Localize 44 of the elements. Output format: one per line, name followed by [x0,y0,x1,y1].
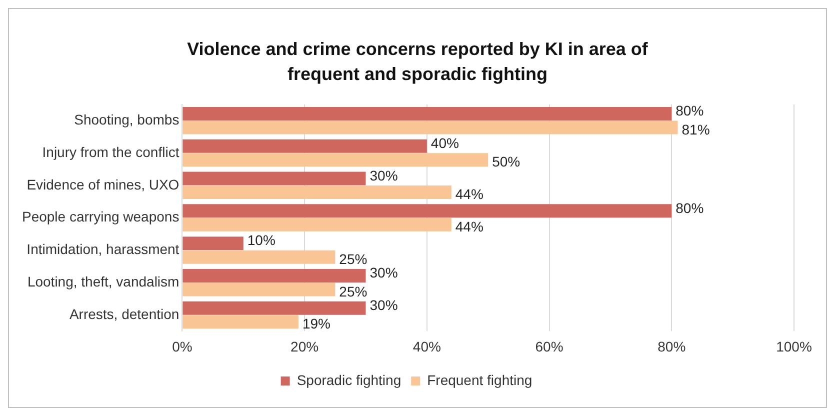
data-label: 25% [339,283,368,300]
x-tick-label: 20% [290,338,319,354]
data-label: 44% [455,218,484,235]
y-tick-label: Evidence of mines, UXO [26,176,180,192]
x-tick-label: 40% [412,338,441,354]
data-label: 10% [247,232,276,248]
data-label: 30% [370,264,398,281]
bar [182,250,336,264]
bar [182,106,672,120]
data-label: 81% [682,121,710,138]
legend-label: Frequent fighting [427,372,532,388]
chart-title: Violence and crime concerns reported by KI in area of frequent and sporadic fighting [186,38,649,86]
bar [182,218,452,232]
legend-label: Sporadic fighting [296,372,402,388]
x-tick-label: 80% [658,338,686,354]
bar [182,236,244,250]
y-tick-label: Arrests, detention [69,306,180,322]
data-label: 80% [676,200,704,216]
data-label: 30% [370,167,398,184]
bar [182,301,366,315]
data-label: 80% [676,102,704,119]
x-tick-label: 100% [776,338,812,354]
data-label: 30% [370,296,398,313]
data-label: 25% [339,250,368,267]
x-tick-label: 0% [172,338,192,354]
bar [182,282,336,296]
bar [182,315,298,329]
data-label: 50% [492,154,520,170]
bar [182,153,488,167]
y-tick-label: Looting, theft, vandalism [27,273,180,290]
data-label: 44% [455,186,484,202]
y-tick-label: Shooting, bombs [74,111,180,128]
data-label: 40% [430,134,459,151]
bar [182,120,678,134]
bar [182,204,672,218]
data-label: 19% [302,316,330,332]
y-tick-label: People carrying weapons [22,208,180,225]
bar [182,172,366,186]
y-tick-label: Injury from the conflict [42,144,180,160]
bar [182,268,366,282]
bar [182,139,427,153]
y-tick-label: Intimidation, harassment [26,241,180,258]
x-tick-label: 60% [535,338,564,354]
bar [182,186,452,200]
